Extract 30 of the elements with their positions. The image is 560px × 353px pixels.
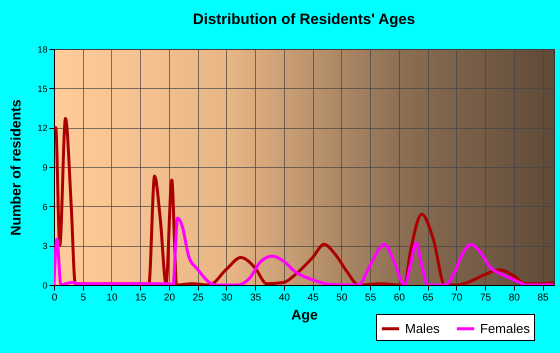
x-tick-label: 40 (278, 292, 290, 304)
x-tick-label: 85 (537, 292, 550, 304)
y-tick-label: 6 (42, 202, 48, 212)
x-axis-title: Age (291, 306, 318, 322)
x-tick-label: 10 (106, 292, 118, 304)
x-tick-label: 80 (508, 292, 520, 304)
x-tick-label: 60 (394, 292, 406, 304)
x-tick-label: 20 (164, 292, 176, 304)
x-tick-label: 5 (80, 292, 86, 304)
x-tick-label: 25 (192, 292, 204, 304)
x-tick-label: 30 (221, 292, 233, 304)
y-tick-label: 9 (42, 162, 48, 172)
legend-label: Females (480, 320, 530, 336)
x-tick-label: 0 (52, 292, 58, 304)
x-tick-label: 50 (336, 292, 348, 304)
x-tick-label: 65 (422, 292, 434, 304)
y-axis-title: Number of residents (7, 99, 24, 236)
y-tick-label: 12 (37, 123, 48, 134)
x-tick-label: 15 (135, 292, 147, 304)
y-tick-label: 0 (42, 280, 48, 290)
x-tick-label: 70 (451, 292, 463, 304)
x-tick-label: 75 (480, 292, 492, 304)
chart-title: Distribution of Residents' Ages (192, 11, 416, 28)
x-tick-label: 45 (308, 292, 320, 304)
x-tick-label: 35 (250, 292, 262, 304)
legend-label: Males (405, 320, 440, 336)
x-tick-label: 55 (365, 292, 377, 304)
y-tick-label: 15 (37, 84, 48, 94)
y-tick-label: 18 (37, 44, 48, 54)
y-tick-label: 3 (42, 241, 48, 252)
